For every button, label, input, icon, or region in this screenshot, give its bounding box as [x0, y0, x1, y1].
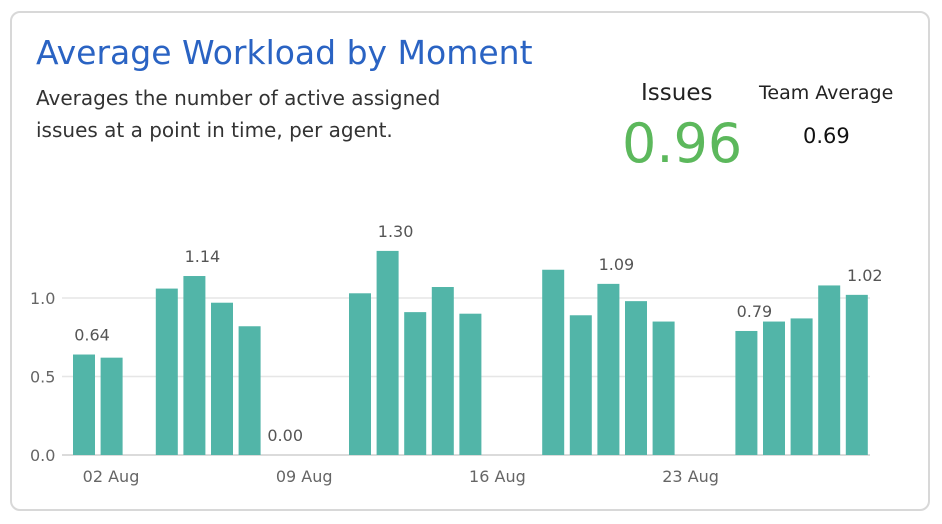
bar[interactable]	[431, 287, 454, 455]
bar[interactable]	[735, 330, 758, 455]
bar[interactable]	[625, 301, 647, 455]
bar[interactable]	[349, 293, 371, 455]
card-title: Average Workload by Moment	[36, 33, 533, 72]
x-tick-label: 02 Aug	[83, 467, 140, 486]
data-label: 1.30	[378, 222, 414, 241]
data-labels: 0.64 1.14 0.00 1.30 1.09 0.79 1.02	[74, 222, 882, 445]
bar[interactable]	[652, 321, 675, 455]
x-tick-label: 09 Aug	[276, 467, 333, 486]
data-label: 0.00	[267, 426, 303, 445]
bar[interactable]	[404, 312, 427, 455]
bar[interactable]	[597, 283, 620, 455]
bars	[73, 250, 868, 455]
card-subtitle: Averages the number of active assigned i…	[36, 86, 441, 142]
bar[interactable]	[818, 285, 841, 455]
bar[interactable]	[155, 288, 178, 455]
bar[interactable]	[376, 250, 399, 455]
data-label: 1.14	[185, 247, 221, 266]
bar[interactable]	[238, 326, 261, 455]
bar[interactable]	[845, 294, 868, 455]
issues-value: 0.96	[622, 112, 743, 175]
bar[interactable]	[763, 321, 785, 455]
y-tick-label: 0.5	[30, 368, 55, 387]
x-tick-label: 23 Aug	[662, 467, 719, 486]
data-label: 1.09	[599, 255, 635, 274]
bar[interactable]	[459, 313, 482, 455]
bar[interactable]	[100, 357, 123, 455]
data-label: 0.64	[74, 326, 110, 345]
x-tick-label: 16 Aug	[469, 467, 526, 486]
team-average-label: Team Average	[759, 82, 894, 104]
x-axis-ticks: 02 Aug 09 Aug 16 Aug 23 Aug	[83, 467, 719, 486]
bar[interactable]	[211, 302, 233, 455]
bar[interactable]	[73, 354, 95, 455]
y-tick-label: 1.0	[30, 289, 55, 308]
team-average-value: 0.69	[803, 124, 850, 148]
data-label: 1.02	[847, 266, 883, 285]
bar[interactable]	[542, 269, 565, 455]
y-tick-label: 0.0	[30, 446, 55, 465]
bar[interactable]	[569, 315, 592, 455]
y-axis-ticks: 0.0 0.5 1.0	[30, 289, 55, 465]
issues-label: Issues	[641, 80, 713, 106]
bar[interactable]	[183, 276, 206, 455]
bar[interactable]	[790, 318, 813, 455]
data-label: 0.79	[737, 302, 773, 321]
